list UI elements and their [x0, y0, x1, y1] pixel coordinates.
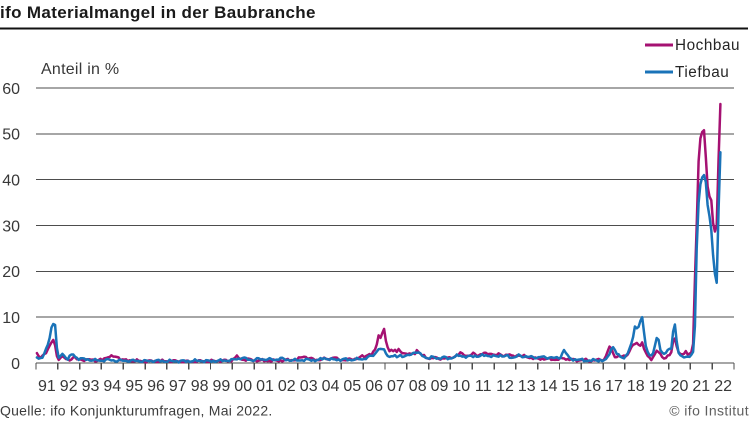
svg-text:30: 30 [2, 218, 20, 235]
svg-text:22: 22 [714, 378, 732, 395]
svg-text:98: 98 [191, 378, 209, 395]
svg-text:11: 11 [475, 378, 492, 395]
svg-text:07: 07 [387, 378, 405, 395]
svg-text:Quelle: ifo Konjunkturumfragen: Quelle: ifo Konjunkturumfragen, Mai 2022… [0, 403, 273, 419]
svg-text:94: 94 [103, 378, 121, 395]
svg-text:13: 13 [518, 378, 536, 395]
svg-text:15: 15 [562, 378, 580, 395]
svg-text:96: 96 [147, 378, 165, 395]
svg-text:10: 10 [452, 378, 470, 395]
svg-text:02: 02 [278, 378, 296, 395]
svg-text:04: 04 [322, 378, 340, 395]
svg-text:10: 10 [2, 310, 20, 327]
svg-text:00: 00 [234, 378, 252, 395]
svg-text:14: 14 [540, 378, 558, 395]
svg-text:20: 20 [2, 264, 20, 281]
svg-text:21: 21 [692, 378, 710, 395]
svg-text:17: 17 [605, 378, 623, 395]
svg-text:91: 91 [38, 378, 56, 395]
svg-text:05: 05 [343, 378, 361, 395]
svg-text:95: 95 [125, 378, 143, 395]
svg-text:Tiefbau: Tiefbau [675, 64, 729, 81]
svg-text:06: 06 [365, 378, 383, 395]
svg-text:19: 19 [649, 378, 667, 395]
svg-text:99: 99 [213, 378, 231, 395]
svg-text:Hochbau: Hochbau [675, 37, 740, 54]
svg-text:92: 92 [60, 378, 78, 395]
svg-text:01: 01 [256, 378, 274, 395]
svg-text:50: 50 [2, 127, 20, 144]
svg-text:Anteil in %: Anteil in % [41, 61, 119, 78]
svg-text:12: 12 [496, 378, 514, 395]
svg-text:60: 60 [2, 81, 20, 98]
svg-text:20: 20 [671, 378, 689, 395]
svg-text:09: 09 [431, 378, 449, 395]
svg-text:0: 0 [11, 356, 20, 373]
svg-text:08: 08 [409, 378, 427, 395]
svg-text:ifo Materialmangel in der Baub: ifo Materialmangel in der Baubranche [0, 3, 316, 22]
svg-text:16: 16 [583, 378, 601, 395]
svg-text:© ifo Institut: © ifo Institut [669, 403, 749, 419]
svg-text:18: 18 [627, 378, 645, 395]
svg-text:40: 40 [2, 173, 20, 190]
svg-text:93: 93 [82, 378, 100, 395]
svg-text:97: 97 [169, 378, 187, 395]
svg-text:03: 03 [300, 378, 318, 395]
